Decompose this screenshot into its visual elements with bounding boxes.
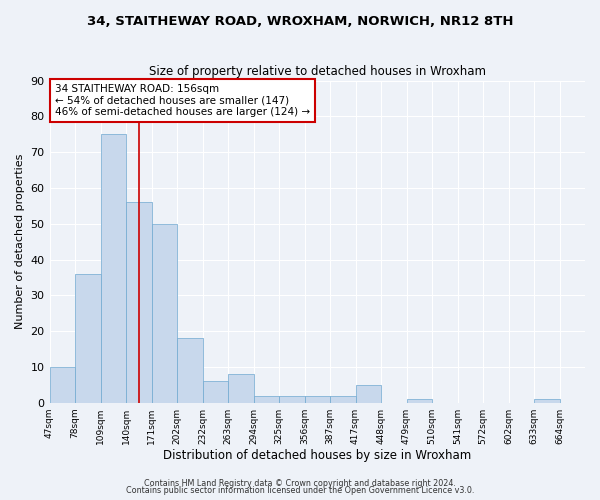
Bar xyxy=(101,134,126,402)
Bar xyxy=(126,202,152,402)
Y-axis label: Number of detached properties: Number of detached properties xyxy=(15,154,25,330)
Bar xyxy=(330,396,356,402)
Bar xyxy=(356,385,381,402)
Bar xyxy=(152,224,177,402)
Title: Size of property relative to detached houses in Wroxham: Size of property relative to detached ho… xyxy=(149,65,486,78)
Bar xyxy=(177,338,203,402)
Bar xyxy=(254,396,279,402)
Bar xyxy=(228,374,254,402)
Bar xyxy=(50,367,75,402)
X-axis label: Distribution of detached houses by size in Wroxham: Distribution of detached houses by size … xyxy=(163,450,472,462)
Text: Contains HM Land Registry data © Crown copyright and database right 2024.: Contains HM Land Registry data © Crown c… xyxy=(144,478,456,488)
Text: 34, STAITHEWAY ROAD, WROXHAM, NORWICH, NR12 8TH: 34, STAITHEWAY ROAD, WROXHAM, NORWICH, N… xyxy=(87,15,513,28)
Bar xyxy=(203,381,228,402)
Text: 34 STAITHEWAY ROAD: 156sqm
← 54% of detached houses are smaller (147)
46% of sem: 34 STAITHEWAY ROAD: 156sqm ← 54% of deta… xyxy=(55,84,310,117)
Bar xyxy=(407,399,432,402)
Bar xyxy=(75,274,101,402)
Bar xyxy=(279,396,305,402)
Bar xyxy=(534,399,560,402)
Bar xyxy=(305,396,330,402)
Text: Contains public sector information licensed under the Open Government Licence v3: Contains public sector information licen… xyxy=(126,486,474,495)
